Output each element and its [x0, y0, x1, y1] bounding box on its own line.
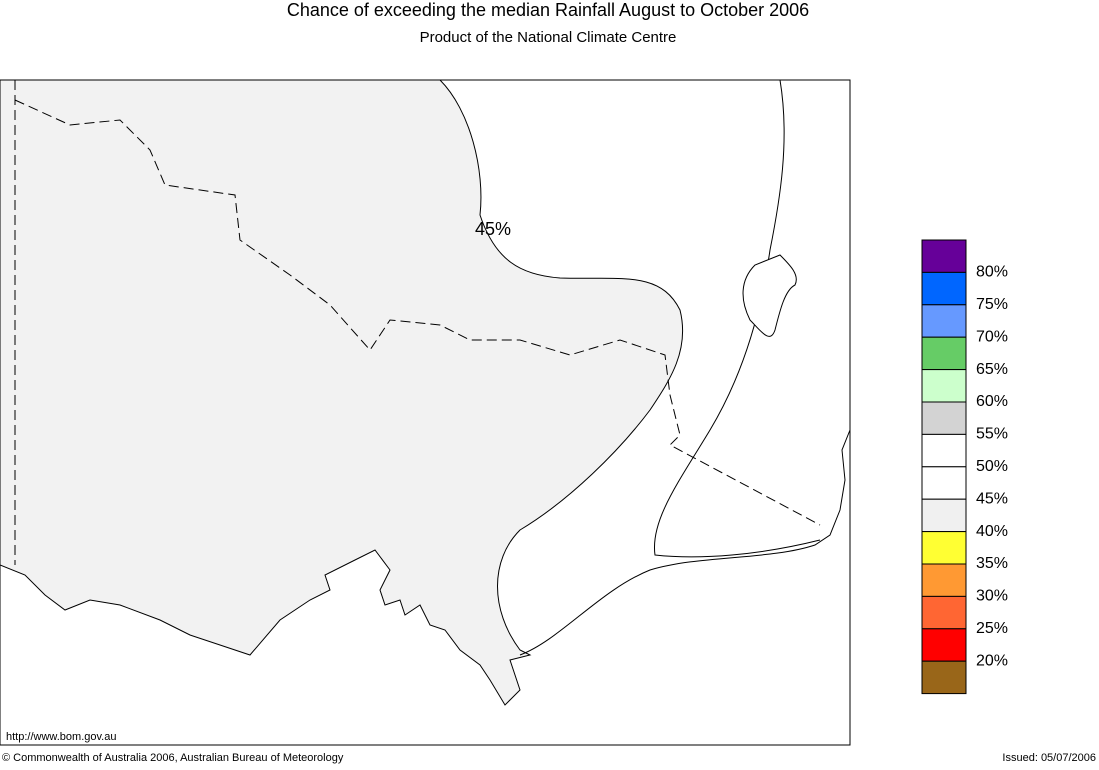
legend-label: 20% [976, 652, 1008, 669]
title: Chance of exceeding the median Rainfall … [287, 0, 809, 20]
legend-swatch [921, 304, 967, 338]
legend-label: 25% [976, 620, 1008, 637]
legend-swatch [921, 660, 967, 695]
legend-label: 40% [976, 523, 1008, 540]
legend-swatch [921, 563, 967, 597]
legend-swatch [921, 239, 967, 273]
legend-swatch [921, 595, 967, 630]
legend-label: 50% [976, 458, 1008, 475]
legend-swatch [921, 628, 967, 662]
legend-label: 70% [976, 328, 1008, 345]
legend-swatch [921, 401, 967, 435]
shaded-region [0, 79, 684, 706]
subtitle: Product of the National Climate Centre [420, 29, 677, 46]
legend-label: 65% [976, 361, 1008, 378]
coast [519, 429, 851, 656]
legend-swatch [921, 466, 967, 500]
legend-swatch [921, 498, 967, 533]
contour-label: 45% [475, 219, 511, 239]
legend-swatch [921, 369, 967, 403]
copyright: © Commonwealth of Australia 2006, Austra… [2, 752, 344, 764]
legend-swatch [921, 433, 967, 468]
legend-swatch [921, 271, 967, 306]
contour-line [653, 79, 821, 558]
legend-label: 45% [976, 490, 1008, 507]
legend-label: 35% [976, 555, 1008, 572]
legend: 80% 75% 70% 65% 60% 55% 50% 45% 40% 35% 30% 25% 20% [921, 239, 1008, 695]
url-note: http://www.bom.gov.au [6, 731, 116, 743]
legend-label: 75% [976, 296, 1008, 313]
state-border [14, 80, 821, 565]
legend-label: 80% [976, 264, 1008, 281]
issued: Issued: 05/07/2006 [1002, 752, 1096, 764]
island [742, 254, 797, 337]
legend-label: 30% [976, 588, 1008, 605]
legend-swatch [921, 336, 967, 371]
legend-label: 55% [976, 426, 1008, 443]
legend-label: 60% [976, 393, 1008, 410]
map: 45% http://www.bom.gov.au [0, 79, 851, 746]
legend-swatch [921, 531, 967, 565]
